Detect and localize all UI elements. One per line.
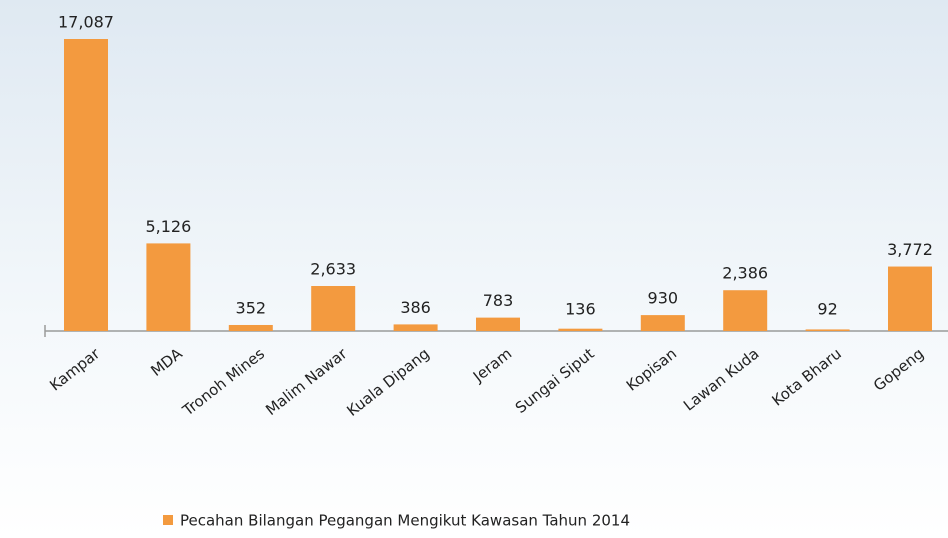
value-label: 92 [817,300,837,319]
value-label: 136 [565,300,596,319]
value-label: 2,633 [310,260,356,279]
legend-label: Pecahan Bilangan Pegangan Mengikut Kawas… [180,512,630,530]
bar [558,328,603,331]
value-label: 783 [483,291,514,310]
value-label: 930 [648,289,679,308]
bar [64,39,108,331]
bar [723,290,768,331]
bar [228,324,273,331]
value-label: 3,772 [887,240,933,259]
value-label: 386 [400,298,431,317]
bar [393,324,438,331]
bar [311,286,356,331]
value-label: 2,386 [722,264,768,283]
legend-swatch [163,515,173,525]
value-label: 5,126 [145,217,191,236]
bar [476,317,520,331]
value-label: 352 [236,298,267,317]
bar [805,329,850,331]
bar [888,266,932,331]
value-label: 17,087 [58,13,114,32]
bar [146,243,191,331]
bar [640,315,685,331]
